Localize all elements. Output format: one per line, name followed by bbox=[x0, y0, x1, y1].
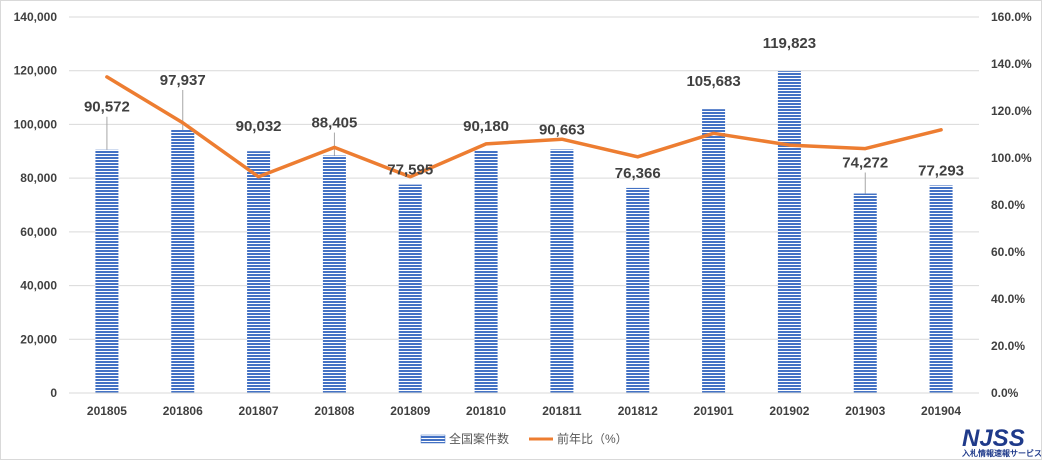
right-tick-label: 40.0% bbox=[991, 292, 1025, 306]
left-tick-label: 120,000 bbox=[14, 64, 58, 78]
left-y-axis: 0 20,000 40,000 60,000 80,000 100,000 120,000 1… bbox=[14, 10, 58, 400]
right-tick-label: 100.0% bbox=[991, 151, 1032, 165]
bar bbox=[853, 193, 877, 393]
bar bbox=[550, 149, 574, 393]
x-tick-label: 201901 bbox=[694, 404, 734, 418]
bar-data-label: 77,595 bbox=[387, 162, 433, 179]
logo-name: NJSS bbox=[962, 425, 1025, 452]
bar-data-label: 119,823 bbox=[763, 35, 816, 52]
legend-bar-label: 全国案件数 bbox=[449, 431, 509, 446]
legend-bar-swatch bbox=[420, 434, 446, 444]
njss-logo: NJSS 入札情報速報サービス bbox=[961, 425, 1042, 458]
bar bbox=[95, 149, 119, 393]
gridlines bbox=[69, 16, 979, 394]
line-point bbox=[712, 131, 716, 135]
bar bbox=[474, 150, 498, 393]
x-tick-label: 201806 bbox=[163, 404, 203, 418]
bar bbox=[702, 109, 726, 394]
line-point bbox=[332, 145, 336, 149]
line-series bbox=[105, 75, 943, 179]
line-point bbox=[636, 155, 640, 159]
bar-data-label: 90,572 bbox=[84, 99, 130, 116]
bar-data-label: 90,032 bbox=[236, 118, 282, 135]
yoy-line bbox=[105, 75, 943, 179]
bar-data-label: 88,405 bbox=[311, 115, 357, 132]
x-tick-label: 201808 bbox=[314, 404, 354, 418]
bar-data-labels: 90,572 97,937 90,032 88,405 77,595 90,180 90,6… bbox=[84, 35, 964, 182]
x-tick-label: 201903 bbox=[845, 404, 885, 418]
legend: 全国案件数 前年比（%） bbox=[420, 431, 628, 446]
line-point bbox=[181, 121, 185, 125]
bar bbox=[247, 151, 271, 393]
line-point bbox=[560, 137, 564, 141]
bar-data-label: 76,366 bbox=[615, 165, 661, 182]
right-tick-label: 80.0% bbox=[991, 198, 1025, 212]
right-tick-label: 120.0% bbox=[991, 104, 1032, 118]
bar bbox=[398, 184, 422, 393]
line-point bbox=[257, 175, 261, 179]
right-y-axis: 0.0% 20.0% 40.0% 60.0% 80.0% 100.0% 120.0% 140.… bbox=[991, 10, 1032, 400]
bar-data-label: 90,180 bbox=[463, 118, 509, 135]
left-tick-label: 40,000 bbox=[20, 279, 57, 293]
right-tick-label: 20.0% bbox=[991, 339, 1025, 353]
x-tick-label: 201807 bbox=[239, 404, 279, 418]
line-point bbox=[105, 75, 109, 79]
bar-data-label: 105,683 bbox=[686, 73, 740, 90]
x-tick-label: 201809 bbox=[390, 404, 430, 418]
bar bbox=[929, 185, 953, 393]
bar-data-label: 77,293 bbox=[918, 162, 964, 179]
bar-data-label: 90,663 bbox=[539, 122, 585, 139]
line-point bbox=[863, 147, 867, 151]
left-tick-label: 60,000 bbox=[20, 225, 57, 239]
bar bbox=[777, 71, 801, 393]
x-tick-label: 201805 bbox=[87, 404, 127, 418]
bar bbox=[322, 155, 346, 393]
bar-data-label: 74,272 bbox=[842, 155, 888, 172]
x-tick-label: 201902 bbox=[769, 404, 809, 418]
line-point bbox=[939, 128, 943, 132]
x-axis: 201805 201806 201807 201808 201809 201810 2018… bbox=[69, 392, 979, 418]
bar-series bbox=[95, 71, 953, 394]
right-tick-label: 0.0% bbox=[991, 386, 1019, 400]
right-tick-label: 160.0% bbox=[991, 10, 1032, 24]
right-tick-label: 60.0% bbox=[991, 245, 1025, 259]
left-tick-label: 20,000 bbox=[20, 332, 57, 346]
x-tick-label: 201811 bbox=[542, 404, 582, 418]
logo-tagline: 入札情報速報サービス bbox=[961, 448, 1041, 458]
line-point bbox=[408, 175, 412, 179]
bar bbox=[171, 129, 195, 394]
left-tick-label: 0 bbox=[50, 386, 57, 400]
bar bbox=[626, 187, 650, 393]
x-tick-label: 201810 bbox=[466, 404, 506, 418]
x-tick-label: 201904 bbox=[921, 404, 961, 418]
right-tick-label: 140.0% bbox=[991, 57, 1032, 71]
left-tick-label: 140,000 bbox=[14, 10, 58, 24]
line-point bbox=[484, 142, 488, 146]
x-tick-label: 201812 bbox=[618, 404, 658, 418]
line-point bbox=[787, 143, 791, 147]
legend-line-label: 前年比（%） bbox=[557, 431, 628, 446]
left-tick-label: 80,000 bbox=[20, 171, 57, 185]
left-tick-label: 100,000 bbox=[14, 117, 58, 131]
bar-data-label: 97,937 bbox=[160, 72, 206, 89]
